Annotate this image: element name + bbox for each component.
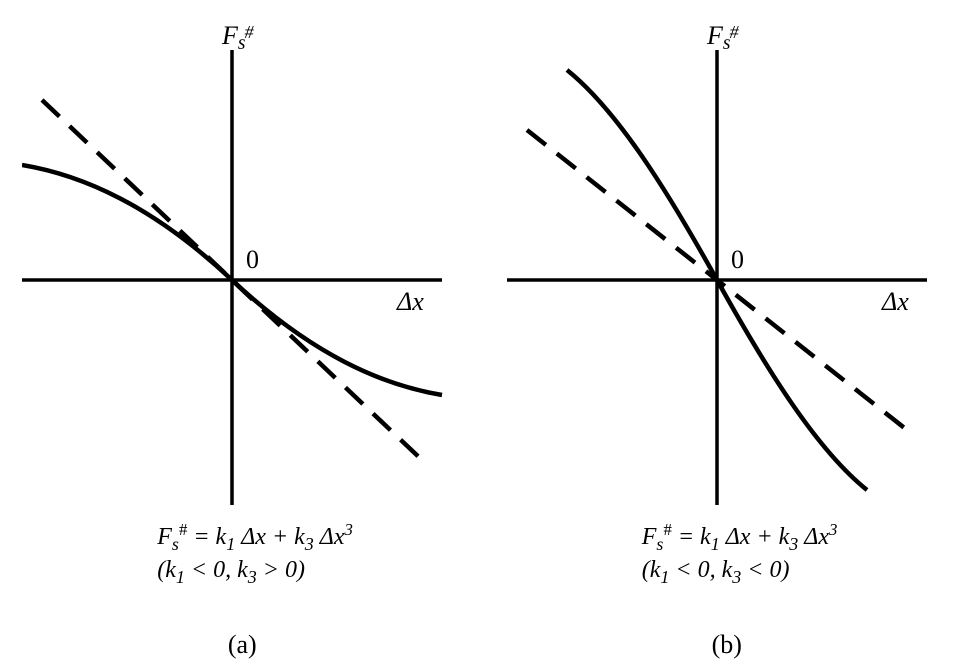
panel-a: Fs# Δx 0 Fs# = k1 Δx + k3 Δx3 (k1 < 0, k… [22, 20, 462, 650]
y-axis-label: Fs# [221, 21, 254, 54]
equation-a-line2: (k1 < 0, k3 > 0) [157, 555, 353, 588]
equation-a-line1: Fs# = k1 Δx + k3 Δx3 [157, 520, 353, 555]
caption-b: (b) [507, 630, 947, 660]
panel-b: Fs# Δx 0 Fs# = k1 Δx + k3 Δx3 (k1 < 0, k… [507, 20, 947, 650]
x-axis-label: Δx [881, 287, 909, 316]
chart-b-svg: Fs# Δx 0 [507, 20, 947, 510]
equation-b-line1: Fs# = k1 Δx + k3 Δx3 [642, 520, 838, 555]
chart-a-svg: Fs# Δx 0 [22, 20, 462, 510]
y-axis-label: Fs# [706, 21, 739, 54]
x-axis-label: Δx [396, 287, 424, 316]
origin-label: 0 [246, 245, 259, 274]
equation-b: Fs# = k1 Δx + k3 Δx3 (k1 < 0, k3 < 0) [642, 520, 838, 589]
equation-b-line2: (k1 < 0, k3 < 0) [642, 555, 838, 588]
caption-a: (a) [22, 630, 462, 660]
origin-label: 0 [731, 245, 744, 274]
equation-a: Fs# = k1 Δx + k3 Δx3 (k1 < 0, k3 > 0) [157, 520, 353, 589]
